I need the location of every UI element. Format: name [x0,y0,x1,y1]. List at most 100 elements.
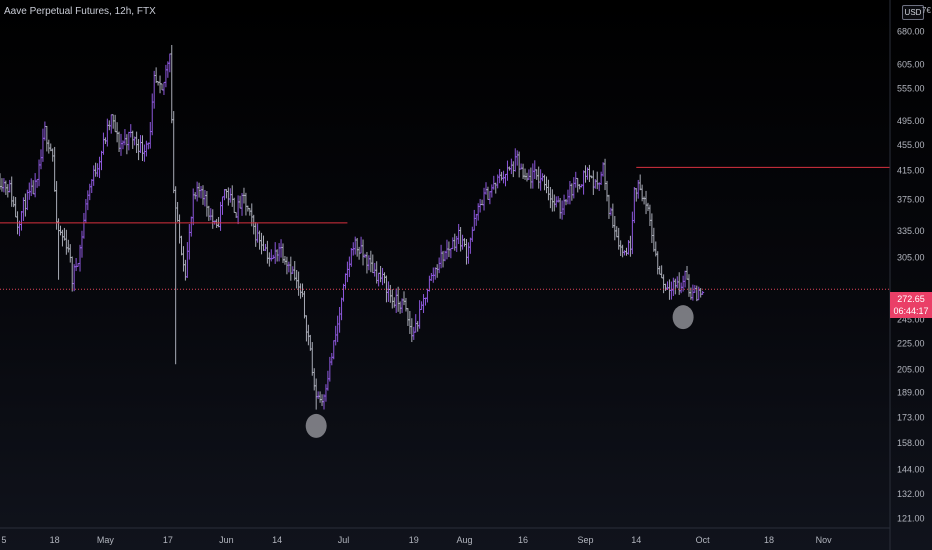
time-tick-label: Jul [338,535,350,545]
ohlc-bar [621,244,625,258]
ohlc-bar [142,144,146,162]
ohlc-bar [669,281,673,300]
ohlc-bar [232,197,236,213]
ohlc-bar [615,226,619,238]
ohlc-bars [0,44,705,410]
ohlc-bar [10,176,14,207]
ohlc-bar [41,128,45,162]
ohlc-bar [0,173,2,190]
ohlc-bar [90,179,94,194]
ohlc-bar [137,139,141,161]
ohlc-bar [677,272,681,295]
ohlc-bar [599,171,603,185]
ohlc-bar [504,173,508,187]
ohlc-bar [33,173,37,198]
ohlc-bar [92,165,96,186]
time-tick-label: May [97,535,115,545]
ohlc-bar [404,297,408,312]
ohlc-bar [219,201,223,231]
price-tick-label: 605.00 [897,59,925,69]
ohlc-bar [697,286,701,301]
ohlc-bar [461,234,465,250]
ohlc-bar [381,267,385,286]
ohlc-bar [433,267,437,280]
ohlc-bar [638,174,642,191]
ohlc-bar [53,146,57,192]
time-tick-label: Sep [578,535,594,545]
ohlc-bar [265,240,269,264]
ohlc-bar [328,356,332,382]
time-tick-label: Nov [816,535,833,545]
ohlc-bar [572,177,576,199]
ohlc-bar [8,179,12,193]
bar-countdown: 06:44:17 [893,306,929,316]
ohlc-bar [289,256,293,281]
ohlc-bar [474,213,478,226]
price-tick-label: 335.00 [897,226,925,236]
ohlc-bar [347,256,351,278]
ohlc-bar [544,176,548,194]
ohlc-bar [584,165,588,183]
ohlc-bar [334,325,338,346]
ohlc-bar [685,265,689,280]
ohlc-bar [453,233,457,251]
ohlc-bar [318,391,322,403]
ohlc-bar [172,111,176,194]
ohlc-bar [625,247,629,256]
ohlc-bar [683,270,687,288]
time-tick-label: 16 [518,535,528,545]
ohlc-bar [423,297,427,306]
ohlc-bar [254,222,258,247]
ohlc-bar [463,238,467,247]
ohlc-bar [236,195,240,225]
ohlc-bar [260,232,264,255]
time-tick-label: Aug [457,535,473,545]
ohlc-bar [228,188,232,203]
ohlc-bar [127,131,131,151]
ohlc-bar [88,183,92,201]
ohlc-bar [660,265,664,279]
ohlc-bar [392,297,396,308]
ohlc-bar [271,254,275,260]
ohlc-bar [459,227,463,252]
ohlc-bar [129,124,133,138]
ohlc-bar [217,216,221,228]
ohlc-bar [174,186,178,365]
ohlc-bar [492,175,496,190]
ohlc-bar [369,250,373,273]
ohlc-bar [646,202,650,212]
ohlc-bar [183,259,187,281]
ohlc-bar [152,70,156,109]
currency-button[interactable]: USD [902,5,924,20]
ohlc-bar [619,240,623,257]
ohlc-bar [580,184,584,188]
ohlc-bar [664,283,668,291]
price-tick-label: 225.00 [897,338,925,348]
ohlc-bar [402,291,406,306]
ohlc-bar [611,203,615,228]
ohlc-bar [191,188,195,226]
ohlc-bar [535,169,539,180]
ohlc-bar [412,326,416,340]
ohlc-bar [199,185,203,199]
ohlc-bar [23,193,27,217]
ohlc-bar [230,185,234,207]
ohlc-bar [205,191,209,217]
ohlc-bar [582,170,586,195]
time-tick-label: 14 [631,535,641,545]
ohlc-bar [211,209,215,229]
ohlc-bar [119,133,123,156]
ohlc-bar [410,318,414,343]
ohlc-bar [521,163,525,179]
ohlc-bar [671,277,675,297]
ohlc-bar [607,194,611,219]
ohlc-bar [365,251,369,274]
ohlc-bar [68,244,72,263]
time-tick-label: 19 [409,535,419,545]
ohlc-bar [556,196,560,203]
ohlc-bar [648,204,652,227]
ohlc-bar [468,237,472,254]
ohlc-bar [687,274,691,297]
ohlc-bar [170,44,174,124]
